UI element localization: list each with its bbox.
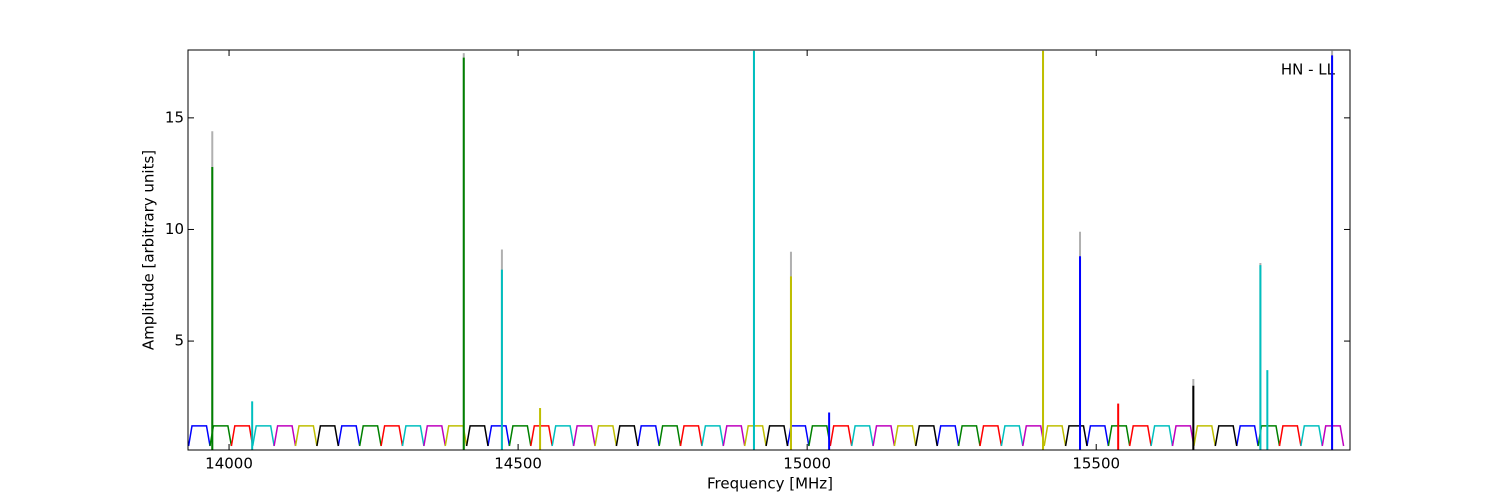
y-tick-label: 15 — [165, 108, 184, 126]
plot-area — [188, 50, 1345, 450]
spectrum-line — [188, 425, 1259, 447]
x-tick-label: 14000 — [205, 455, 253, 473]
x-tick-label: 15500 — [1072, 455, 1120, 473]
spectrum-line — [273, 425, 1345, 447]
x-tick-label: 14500 — [494, 455, 542, 473]
plot-frame — [187, 49, 1351, 451]
y-tick-label: 5 — [174, 332, 184, 350]
y-axis-label: Amplitude [arbitrary units] — [140, 150, 158, 350]
x-axis-label: Frequency [MHz] — [707, 475, 833, 493]
x-tick-label: 15000 — [783, 455, 831, 473]
spectrum-line — [316, 425, 1238, 447]
spectrum-line — [251, 425, 1324, 447]
spectrum-line — [230, 425, 1302, 447]
y-tick-label: 10 — [165, 220, 184, 238]
annotation: HN - LL — [1281, 61, 1336, 79]
spectrum-line — [294, 425, 1217, 447]
